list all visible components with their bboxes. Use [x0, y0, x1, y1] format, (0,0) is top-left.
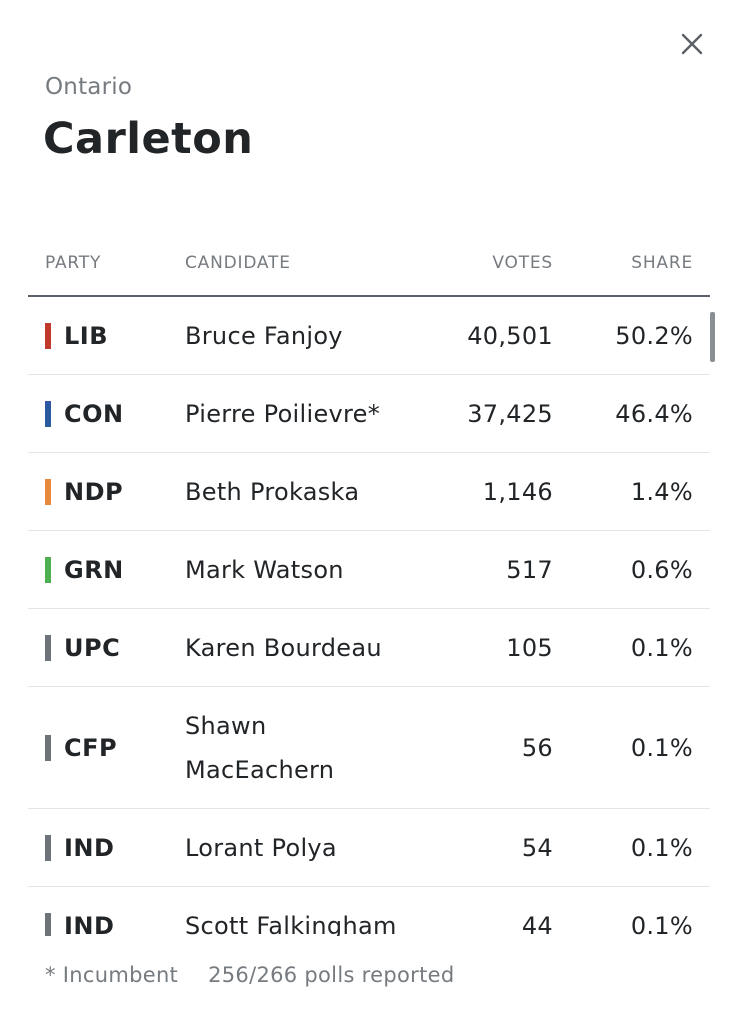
party-abbreviation: IND — [64, 912, 115, 936]
table-row: GRN Mark Watson 517 0.6% — [28, 531, 710, 609]
table-row: CFP Shawn MacEachern 56 0.1% — [28, 687, 710, 809]
riding-title: Carleton — [43, 114, 254, 164]
vote-share: 0.1% — [630, 912, 693, 936]
vote-count: 54 — [521, 833, 553, 862]
party-abbreviation: UPC — [64, 633, 121, 662]
party-abbreviation: IND — [64, 833, 115, 862]
table-row: IND Scott Falkingham 44 0.1% — [28, 887, 710, 936]
party-color-swatch — [45, 322, 51, 349]
party-color-swatch — [45, 913, 51, 936]
candidate-name: Karen Bourdeau — [185, 633, 382, 662]
party-abbreviation: GRN — [64, 555, 124, 584]
candidate-name: Mark Watson — [185, 555, 344, 584]
vote-share: 0.1% — [630, 633, 693, 662]
vote-share: 0.6% — [630, 555, 693, 584]
table-row: CON Pierre Poilievre* 37,425 46.4% — [28, 375, 710, 453]
vote-count: 517 — [506, 555, 553, 584]
party-color-swatch — [45, 834, 51, 861]
vote-count: 1,146 — [482, 477, 553, 506]
vote-count: 105 — [506, 633, 553, 662]
candidate-name: Shawn MacEachern — [185, 711, 335, 784]
vote-share: 1.4% — [630, 477, 693, 506]
table-scrollbar[interactable] — [710, 312, 715, 362]
results-table[interactable]: PARTY CANDIDATE VOTES SHARE LIB Bruce Fa… — [28, 240, 710, 936]
party-color-swatch — [45, 734, 51, 761]
column-header-candidate: CANDIDATE — [185, 253, 291, 273]
column-header-party: PARTY — [45, 253, 102, 273]
candidate-name: Lorant Polya — [185, 833, 337, 862]
party-color-swatch — [45, 556, 51, 583]
column-header-share: SHARE — [631, 253, 693, 273]
party-color-swatch — [45, 634, 51, 661]
party-abbreviation: NDP — [64, 477, 124, 506]
vote-count: 37,425 — [467, 399, 553, 428]
table-row: NDP Beth Prokaska 1,146 1.4% — [28, 453, 710, 531]
party-abbreviation: CFP — [64, 733, 118, 762]
party-color-swatch — [45, 400, 51, 427]
vote-count: 44 — [521, 912, 553, 936]
incumbent-note: * Incumbent — [45, 963, 179, 987]
table-row: LIB Bruce Fanjoy 40,501 50.2% — [28, 297, 710, 375]
table-row: IND Lorant Polya 54 0.1% — [28, 809, 710, 887]
party-color-swatch — [45, 478, 51, 505]
party-abbreviation: LIB — [64, 321, 109, 350]
close-icon — [681, 33, 703, 55]
polls-reported: 256/266 polls reported — [208, 963, 455, 987]
candidate-name: Pierre Poilievre* — [185, 399, 381, 428]
candidate-name: Scott Falkingham — [185, 912, 397, 936]
vote-share: 0.1% — [630, 733, 693, 762]
province-label: Ontario — [45, 74, 133, 100]
vote-count: 56 — [521, 733, 553, 762]
candidate-name: Beth Prokaska — [185, 477, 360, 506]
candidate-name: Bruce Fanjoy — [185, 321, 343, 350]
vote-share: 0.1% — [630, 833, 693, 862]
table-header: PARTY CANDIDATE VOTES SHARE — [28, 240, 710, 297]
table-body: LIB Bruce Fanjoy 40,501 50.2% CON Pierre… — [28, 297, 710, 936]
vote-share: 46.4% — [615, 399, 693, 428]
vote-share: 50.2% — [615, 321, 693, 350]
party-abbreviation: CON — [64, 399, 124, 428]
results-footer: * Incumbent 256/266 polls reported — [45, 963, 454, 987]
vote-count: 40,501 — [467, 321, 553, 350]
table-row: UPC Karen Bourdeau 105 0.1% — [28, 609, 710, 687]
column-header-votes: VOTES — [492, 253, 553, 273]
close-button[interactable] — [676, 28, 708, 60]
